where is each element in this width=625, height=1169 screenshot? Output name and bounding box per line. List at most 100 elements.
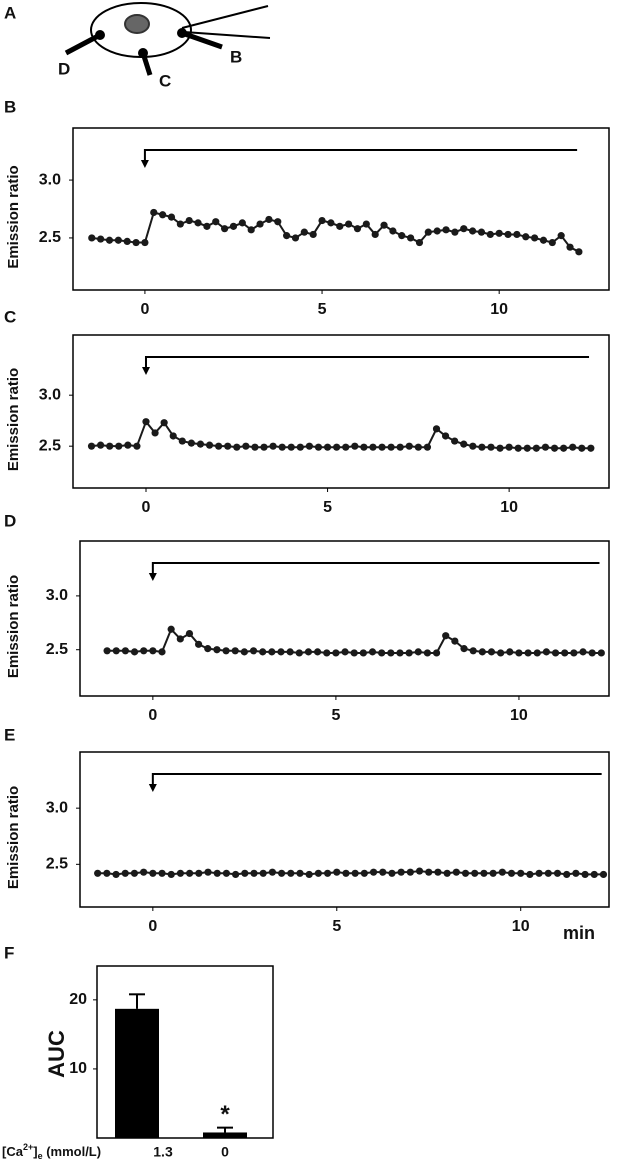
data-point — [478, 648, 486, 656]
data-point — [432, 649, 441, 657]
data-point — [167, 870, 175, 879]
data-point — [496, 444, 504, 452]
data-point — [158, 648, 166, 656]
y-tick-label: 2.5 — [46, 641, 68, 658]
data-point — [112, 647, 120, 655]
plot-frame — [79, 751, 610, 908]
data-point — [423, 443, 432, 451]
data-point — [176, 635, 184, 643]
data-point — [333, 443, 341, 451]
data-point — [378, 443, 386, 451]
data-point — [304, 648, 313, 656]
data-point — [561, 649, 569, 657]
data-point — [187, 439, 195, 447]
stimulus-arrowhead — [148, 573, 157, 581]
data-point — [291, 234, 300, 242]
data-point — [398, 232, 406, 240]
process — [181, 5, 269, 29]
data-point — [550, 444, 559, 452]
electrode-b — [181, 30, 223, 50]
data-point — [487, 648, 496, 656]
data-point — [196, 440, 205, 448]
data-point — [195, 869, 203, 877]
data-point — [133, 442, 141, 450]
x-tick-label: 0 — [148, 918, 157, 935]
data-point — [415, 238, 424, 247]
data-point — [96, 441, 105, 449]
data-point — [194, 219, 202, 227]
data-point — [486, 230, 494, 239]
data-point — [259, 648, 267, 656]
data-point — [522, 233, 530, 241]
data-point — [186, 869, 194, 877]
data-point — [425, 868, 433, 876]
data-point — [524, 649, 532, 657]
data-point — [323, 649, 331, 657]
data-point — [296, 869, 304, 877]
data-point — [265, 215, 273, 224]
panel-letter: D — [4, 511, 16, 530]
data-point — [121, 647, 129, 655]
data-point — [169, 432, 177, 440]
data-point — [353, 225, 362, 233]
data-point — [238, 219, 246, 227]
data-point — [581, 870, 589, 879]
data-point — [314, 443, 323, 451]
data-point — [504, 230, 512, 239]
x-axis-label-part: 2+ — [23, 1142, 33, 1152]
data-point — [222, 647, 230, 655]
plot-frame — [72, 334, 610, 489]
data-point — [142, 418, 150, 426]
y-tick-label: 2.5 — [39, 229, 61, 246]
data-point — [587, 444, 595, 452]
data-point — [505, 443, 513, 451]
data-point — [563, 870, 571, 879]
data-point — [434, 868, 442, 876]
x-tick-label: 1.3 — [153, 1144, 173, 1160]
data-point — [590, 870, 598, 879]
data-point — [369, 868, 378, 876]
data-point — [150, 208, 158, 217]
data-point — [268, 868, 276, 876]
data-point — [514, 444, 522, 452]
data-point — [286, 648, 294, 656]
x-axis-label-part: [Ca — [2, 1144, 24, 1159]
panel-letter: E — [4, 725, 15, 744]
data-point — [570, 649, 578, 657]
x-axis-label-part: e — [38, 1151, 43, 1161]
data-point — [114, 236, 122, 244]
x-tick-label: 5 — [323, 499, 332, 516]
data-point — [539, 236, 548, 244]
data-point — [548, 238, 556, 247]
data-point — [231, 647, 239, 655]
data-point — [432, 425, 441, 433]
panel-letter: F — [4, 943, 14, 962]
data-point — [542, 648, 550, 656]
process — [183, 31, 271, 39]
data-point — [578, 444, 586, 452]
plot-frame — [72, 127, 610, 291]
data-point — [278, 443, 286, 451]
data-point — [480, 869, 488, 877]
data-point — [121, 869, 129, 877]
electrode-d — [64, 32, 102, 56]
data-point — [260, 443, 268, 451]
data-point — [560, 444, 568, 452]
data-point — [232, 870, 240, 879]
data-point — [423, 649, 432, 657]
data-point — [379, 868, 387, 876]
x-axis-label-part: ] — [33, 1144, 37, 1159]
data-point — [140, 868, 148, 876]
data-point — [369, 443, 377, 451]
data-point — [105, 236, 114, 244]
plot-frame — [79, 540, 610, 697]
y-tick-label: 3.0 — [39, 386, 61, 403]
data-point — [176, 869, 185, 877]
y-tick-label: 20 — [69, 991, 87, 1008]
data-point — [151, 429, 159, 437]
data-point — [351, 869, 359, 877]
data-point — [222, 869, 231, 877]
data-point — [350, 649, 358, 657]
y-tick-label: 3.0 — [46, 587, 68, 604]
